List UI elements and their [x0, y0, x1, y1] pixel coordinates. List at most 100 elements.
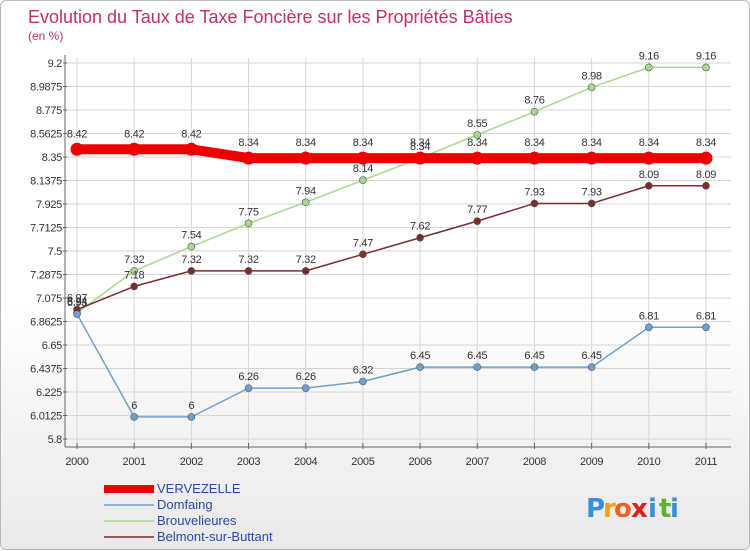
data-label: 8.34 [582, 137, 602, 149]
data-point [359, 176, 367, 185]
y-tick-label: 7.5 [48, 246, 63, 258]
data-point [356, 151, 370, 165]
chart-title: Evolution du Taux de Taxe Foncière sur l… [28, 7, 513, 27]
data-label: 6.81 [696, 310, 716, 322]
data-point [645, 181, 653, 190]
data-point [530, 199, 539, 208]
data-label: 6.32 [353, 364, 373, 376]
logo-letter: x [631, 494, 648, 524]
data-point [301, 384, 310, 392]
data-point [587, 363, 596, 371]
y-tick-label: 7.925 [36, 199, 62, 211]
x-tick-label: 2008 [523, 456, 546, 468]
data-label: 7.94 [296, 185, 316, 197]
x-tick-label: 2005 [351, 456, 374, 468]
x-tick-label: 2003 [237, 456, 260, 468]
x-tick-label: 2004 [294, 456, 317, 468]
data-label: 6.45 [467, 350, 487, 362]
y-tick-label: 6.0125 [30, 411, 62, 423]
data-label: 8.42 [67, 128, 87, 140]
data-point [702, 181, 710, 190]
data-label: 7.32 [296, 254, 316, 266]
data-point [702, 323, 710, 332]
x-tick-label: 2000 [65, 456, 88, 468]
logo-letter: t [659, 494, 671, 524]
data-point [73, 310, 81, 318]
series-line-3 [76, 185, 707, 311]
data-point [242, 151, 256, 165]
data-point [470, 151, 484, 165]
axes: 9.2 8.9875 8.775 8.5625 8.35 8.1375 7.925 7.712… [30, 55, 731, 468]
data-label: 6.93 [67, 297, 87, 309]
x-tick-label: 2010 [637, 456, 660, 468]
y-tick-label: 8.775 [36, 105, 62, 117]
data-point [416, 233, 424, 242]
data-point [645, 323, 653, 332]
data-point [70, 142, 84, 156]
data-point [473, 363, 482, 371]
data-label: 7.32 [124, 254, 144, 266]
data-label: 8.09 [696, 169, 716, 181]
data-label: 7.32 [238, 254, 258, 266]
data-point [187, 242, 196, 251]
data-label: 6.45 [582, 350, 602, 362]
legend-label: VERVEZELLE [157, 481, 241, 496]
data-point [184, 142, 198, 156]
data-label: 9.16 [639, 50, 659, 62]
y-tick-label: 8.35 [42, 152, 62, 164]
data-label: 6 [131, 400, 137, 412]
data-point [645, 63, 653, 72]
data-point [301, 198, 310, 207]
y-tick-label: 9.2 [48, 58, 63, 70]
data-label: 8.34 [639, 137, 659, 149]
data-label: 8.14 [353, 163, 373, 175]
data-point [244, 267, 253, 275]
data-point [187, 413, 196, 421]
x-tick-label: 2011 [695, 456, 718, 468]
x-tick-label: 2002 [180, 456, 203, 468]
data-label: 7.75 [238, 206, 258, 218]
data-label: 6.26 [238, 371, 258, 383]
y-tick-label: 8.1375 [30, 176, 62, 188]
data-point [587, 83, 596, 92]
logo-letter: r [603, 494, 616, 524]
data-point [585, 151, 599, 165]
data-label: 6.81 [639, 310, 659, 322]
series-group [70, 63, 713, 421]
data-point [244, 219, 253, 228]
logo-letter: P [586, 494, 605, 524]
data-label: 8.98 [582, 70, 602, 82]
logo-letter: o [614, 494, 632, 524]
x-tick-label: 2001 [123, 456, 146, 468]
data-label: 8.09 [639, 169, 659, 181]
data-label: 7.77 [467, 204, 487, 216]
data-label: 6.26 [296, 371, 316, 383]
data-label: 6.45 [410, 350, 430, 362]
data-label: 6 [188, 400, 194, 412]
proxiti-logo: Pro x i ti [586, 494, 679, 524]
data-point [413, 151, 427, 165]
legend: VERVEZELLEDomfaingBrouvelieuresBelmont-s… [104, 481, 273, 544]
logo-letter: i [648, 494, 657, 524]
data-point [359, 377, 367, 386]
data-label: 8.55 [467, 118, 487, 130]
data-point [527, 151, 541, 165]
data-label: 8.34 [296, 137, 316, 149]
x-tick-label: 2006 [408, 456, 431, 468]
data-label: 8.42 [124, 128, 144, 140]
data-label: 7.54 [181, 230, 201, 242]
data-label: 8.34 [696, 137, 716, 149]
data-point [301, 267, 310, 275]
y-tick-label: 6.8625 [30, 317, 62, 329]
data-point [587, 199, 596, 208]
x-tick-label: 2009 [580, 456, 603, 468]
data-label: 8.34 [467, 137, 487, 149]
data-label: 8.34 [410, 141, 430, 153]
data-point [187, 267, 196, 275]
y-tick-label: 8.9875 [30, 82, 62, 94]
logo-letter: i [670, 494, 679, 524]
data-label: 6.45 [524, 350, 544, 362]
data-label: 6.94 [67, 296, 87, 308]
